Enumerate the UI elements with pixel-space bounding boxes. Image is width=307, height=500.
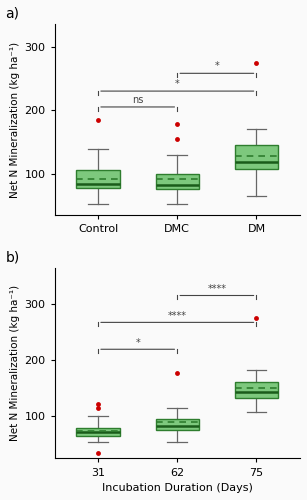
- Bar: [76, 170, 120, 188]
- Text: a): a): [6, 6, 19, 20]
- Text: ns: ns: [132, 95, 143, 105]
- Text: ****: ****: [208, 284, 226, 294]
- Text: *: *: [135, 338, 140, 347]
- Text: ****: ****: [168, 310, 187, 320]
- Text: *: *: [215, 62, 219, 72]
- Y-axis label: Net N Mineralization (kg ha⁻¹): Net N Mineralization (kg ha⁻¹): [10, 42, 20, 198]
- Text: b): b): [6, 250, 20, 264]
- Bar: [156, 174, 199, 189]
- Bar: [235, 145, 278, 169]
- Bar: [156, 418, 199, 430]
- Bar: [76, 428, 120, 436]
- Bar: [235, 382, 278, 398]
- X-axis label: Incubation Duration (Days): Incubation Duration (Days): [102, 483, 253, 493]
- Y-axis label: Net N Mineralization (kg ha⁻¹): Net N Mineralization (kg ha⁻¹): [10, 285, 20, 442]
- Text: *: *: [175, 79, 180, 89]
